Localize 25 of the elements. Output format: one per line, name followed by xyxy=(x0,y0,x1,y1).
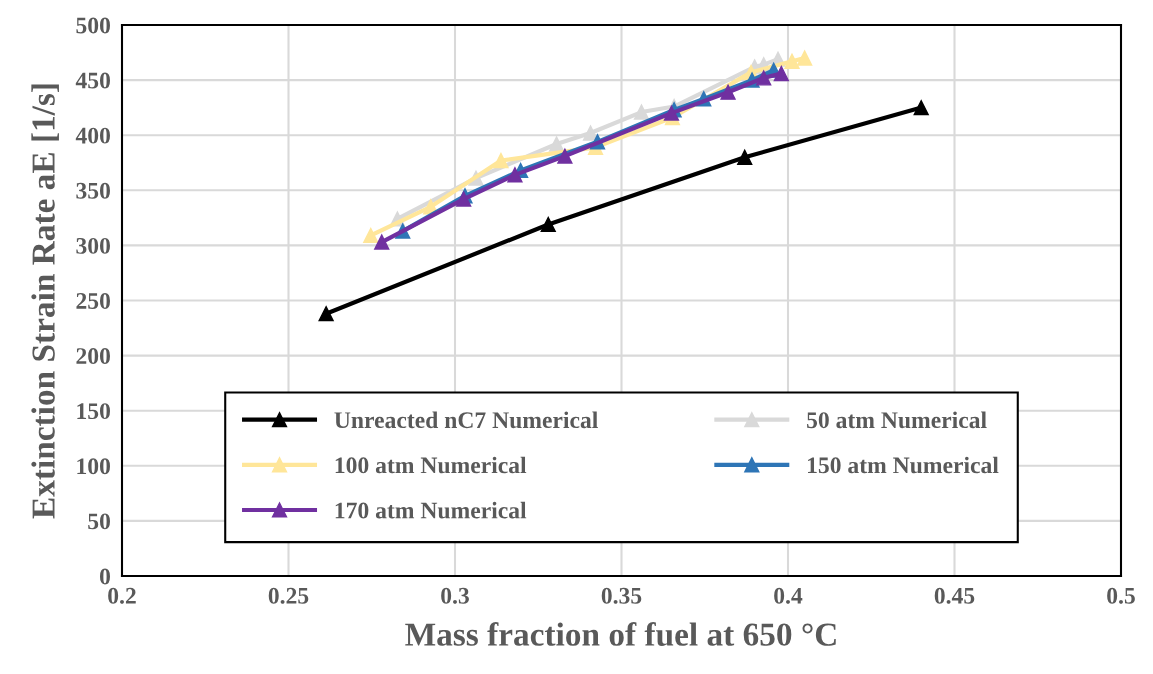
legend-label: 50 atm Numerical xyxy=(807,411,987,429)
x-tick-label: 0.4 xyxy=(774,587,803,604)
legend-label: 170 atm Numerical xyxy=(335,501,527,519)
y-tick-label: 200 xyxy=(76,348,110,365)
y-tick-label: 250 xyxy=(76,292,110,309)
x-tick-label: 0.3 xyxy=(441,587,469,604)
y-tick-label: 100 xyxy=(77,458,110,475)
y-tick-label: 400 xyxy=(75,127,110,144)
y-tick-label: 300 xyxy=(76,237,110,254)
y-tick-label: 150 xyxy=(77,403,110,420)
y-tick-label: 350 xyxy=(76,182,110,199)
y-tick-label: 50 xyxy=(88,513,110,530)
legend-label: 100 atm Numerical xyxy=(335,456,527,474)
y-tick-label: 450 xyxy=(75,72,110,89)
y-tick-label: 0 xyxy=(99,568,110,585)
legend-label: Unreacted nC7 Numerical xyxy=(334,411,598,429)
y-tick-label: 500 xyxy=(76,17,110,34)
x-tick-label: 0.25 xyxy=(268,587,309,604)
x-axis-title: Mass fraction of fuel at 650 °C xyxy=(405,622,836,646)
x-tick-label: 0.2 xyxy=(108,587,136,604)
legend-label: 150 atm Numerical xyxy=(808,456,999,474)
x-tick-label: 0.35 xyxy=(601,587,642,604)
y-axis-title: Extinction Strain Rate aE [1/s] xyxy=(31,84,59,519)
x-tick-label: 0.5 xyxy=(1107,587,1135,604)
x-tick-label: 0.45 xyxy=(934,587,975,604)
